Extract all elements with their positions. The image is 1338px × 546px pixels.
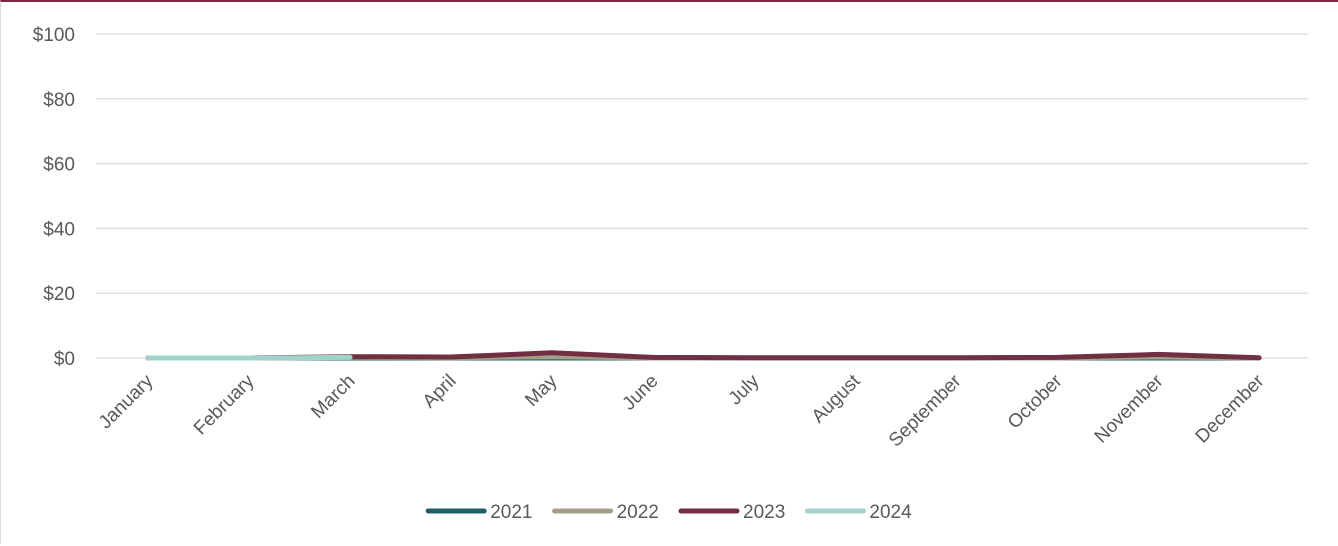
- legend-label: 2021: [490, 502, 532, 523]
- y-tick-label: $0: [54, 349, 75, 370]
- x-tick-label: January: [95, 370, 158, 433]
- legend-label: 2022: [617, 502, 659, 523]
- legend-item-2023: 2023: [681, 502, 785, 523]
- x-axis-ticks: January February March April May June July Augu…: [95, 370, 1269, 451]
- legend-item-2024: 2024: [807, 502, 912, 523]
- y-tick-label: $60: [43, 155, 75, 176]
- x-tick-label: November: [1091, 370, 1168, 447]
- legend-label: 2023: [743, 502, 785, 523]
- y-tick-label: $80: [43, 90, 75, 111]
- x-tick-label: August: [808, 370, 865, 427]
- x-tick-label: February: [190, 370, 259, 439]
- legend-item-2021: 2021: [428, 502, 532, 523]
- legend-label: 2024: [869, 502, 912, 523]
- x-tick-label: March: [307, 371, 359, 423]
- y-tick-label: $100: [33, 25, 75, 46]
- x-tick-label: June: [619, 371, 663, 415]
- series-line-2024: [148, 357, 350, 358]
- x-tick-label: December: [1192, 370, 1269, 447]
- series-lines: [148, 353, 1259, 358]
- x-tick-label: September: [885, 370, 966, 451]
- y-tick-label: $20: [43, 284, 75, 305]
- legend: 2021 2022 2023 2024: [428, 502, 912, 523]
- y-tick-label: $40: [43, 219, 75, 240]
- x-tick-label: May: [521, 370, 562, 411]
- y-axis-ticks: $0 $20 $40 $60 $80 $100: [33, 25, 75, 370]
- x-tick-label: October: [1004, 370, 1067, 433]
- x-tick-label: July: [725, 370, 764, 409]
- gridlines: [96, 34, 1308, 358]
- legend-item-2022: 2022: [555, 502, 659, 523]
- x-tick-label: April: [419, 371, 461, 413]
